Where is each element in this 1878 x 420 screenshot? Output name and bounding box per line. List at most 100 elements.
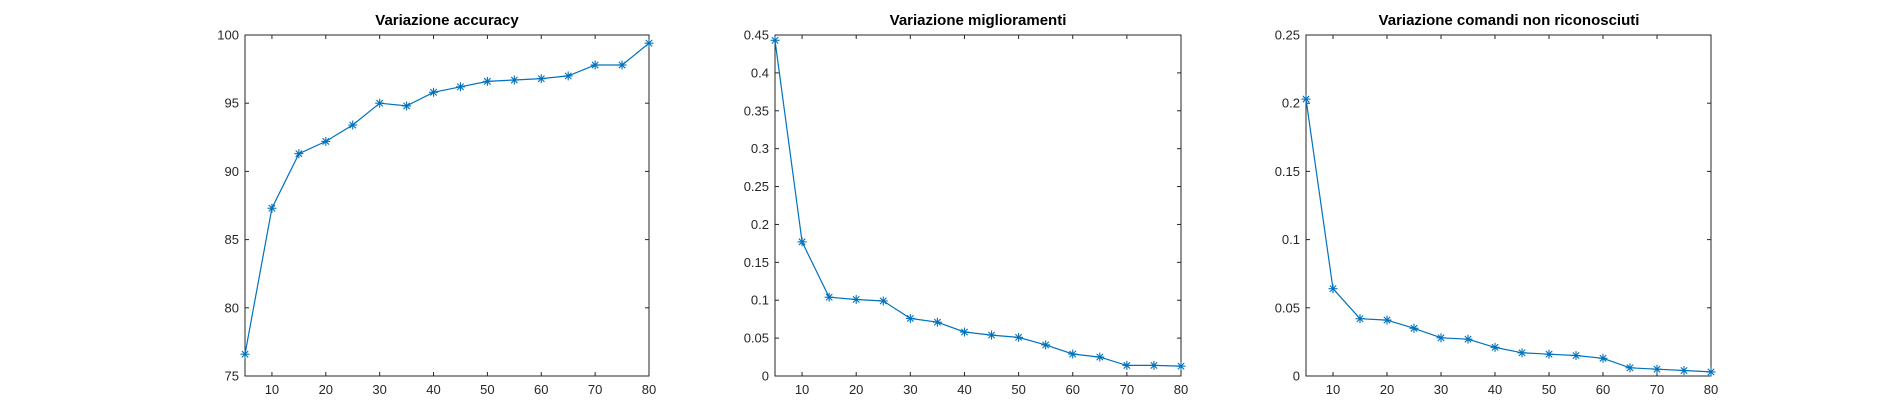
miglioramenti-data-point bbox=[1122, 360, 1132, 370]
comandi-ytick-label: 0.15 bbox=[1275, 164, 1300, 179]
miglioramenti-axes-box bbox=[774, 34, 1182, 377]
accuracy-xtick-label: 30 bbox=[372, 382, 386, 397]
miglioramenti-ytick-label: 0.3 bbox=[751, 141, 769, 156]
accuracy-data-point bbox=[644, 38, 654, 48]
miglioramenti-data-point bbox=[959, 327, 969, 337]
miglioramenti-ytick-label: 0.15 bbox=[744, 255, 769, 270]
miglioramenti-data-point bbox=[1176, 361, 1186, 371]
comandi-data-point bbox=[1490, 342, 1500, 352]
comandi-data-point bbox=[1544, 349, 1554, 359]
accuracy-data-point bbox=[455, 82, 465, 92]
accuracy-data-point bbox=[590, 60, 600, 70]
accuracy-xtick-label: 70 bbox=[588, 382, 602, 397]
miglioramenti-data-point bbox=[987, 330, 997, 340]
accuracy-data-point bbox=[321, 136, 331, 146]
miglioramenti-ytick-label: 0.45 bbox=[744, 28, 769, 43]
comandi-ytick-label: 0 bbox=[1293, 369, 1300, 384]
accuracy-ytick-label: 90 bbox=[225, 164, 239, 179]
miglioramenti-xtick-label: 50 bbox=[1011, 382, 1025, 397]
miglioramenti-ytick-label: 0.05 bbox=[744, 331, 769, 346]
comandi-xtick-label: 20 bbox=[1380, 382, 1394, 397]
comandi-data-point bbox=[1517, 348, 1527, 358]
comandi-data-point bbox=[1625, 363, 1635, 373]
accuracy-xtick-label: 50 bbox=[480, 382, 494, 397]
accuracy-data-point bbox=[294, 149, 304, 159]
comandi-ytick-label: 0.05 bbox=[1275, 300, 1300, 315]
subplot-accuracy: Variazione accuracy 10 20 30 40 50 60 70 80 75 80… bbox=[217, 12, 656, 397]
comandi-data-point bbox=[1301, 94, 1311, 104]
comandi-xtick-label: 60 bbox=[1596, 382, 1610, 397]
accuracy-xtick-label: 60 bbox=[534, 382, 548, 397]
comandi-data-point bbox=[1328, 284, 1338, 294]
miglioramenti-ytick-label: 0.35 bbox=[744, 103, 769, 118]
comandi-axes-box bbox=[1305, 34, 1712, 377]
comandi-series-line bbox=[1305, 99, 1712, 373]
accuracy-ytick-label: 100 bbox=[217, 28, 239, 43]
accuracy-data-point bbox=[375, 98, 385, 108]
miglioramenti-data-point bbox=[824, 292, 834, 302]
miglioramenti-data-point bbox=[905, 313, 915, 323]
subplot-accuracy-title: Variazione accuracy bbox=[375, 12, 519, 29]
accuracy-data-point bbox=[267, 203, 277, 213]
comandi-data-point bbox=[1382, 315, 1392, 325]
miglioramenti-ytick-label: 0.25 bbox=[744, 179, 769, 194]
miglioramenti-data-point bbox=[1095, 352, 1105, 362]
accuracy-data-point bbox=[348, 120, 358, 130]
miglioramenti-xtick-label: 70 bbox=[1120, 382, 1134, 397]
comandi-ytick-label: 0.25 bbox=[1275, 28, 1300, 43]
comandi-xtick-label: 70 bbox=[1650, 382, 1664, 397]
comandi-xtick-label: 50 bbox=[1542, 382, 1556, 397]
comandi-ytick-label: 0.2 bbox=[1282, 96, 1300, 111]
miglioramenti-data-point bbox=[1068, 349, 1078, 359]
comandi-data-point bbox=[1598, 353, 1608, 363]
miglioramenti-xtick-label: 80 bbox=[1174, 382, 1188, 397]
miglioramenti-xtick-label: 10 bbox=[795, 382, 809, 397]
comandi-xtick-label: 30 bbox=[1434, 382, 1448, 397]
accuracy-xtick-label: 20 bbox=[319, 382, 333, 397]
subplot-miglioramenti-title: Variazione miglioramenti bbox=[890, 12, 1067, 29]
comandi-ytick-label: 0.1 bbox=[1282, 232, 1300, 247]
miglioramenti-series-line bbox=[774, 40, 1182, 367]
accuracy-series-line bbox=[244, 42, 650, 355]
accuracy-ytick-label: 75 bbox=[225, 369, 239, 384]
miglioramenti-xtick-label: 30 bbox=[903, 382, 917, 397]
miglioramenti-data-point bbox=[878, 296, 888, 306]
comandi-data-point bbox=[1706, 367, 1716, 377]
comandi-xtick-label: 40 bbox=[1488, 382, 1502, 397]
miglioramenti-ytick-label: 0.4 bbox=[751, 65, 769, 80]
comandi-xtick-label: 10 bbox=[1326, 382, 1340, 397]
accuracy-ytick-label: 95 bbox=[225, 96, 239, 111]
miglioramenti-data-point bbox=[1149, 360, 1159, 370]
miglioramenti-data-point bbox=[932, 317, 942, 327]
miglioramenti-ytick-label: 0.2 bbox=[751, 217, 769, 232]
accuracy-data-point bbox=[536, 74, 546, 84]
accuracy-xtick-label: 80 bbox=[642, 382, 656, 397]
comandi-data-point bbox=[1571, 351, 1581, 361]
miglioramenti-xtick-label: 40 bbox=[957, 382, 971, 397]
accuracy-data-point bbox=[617, 60, 627, 70]
miglioramenti-data-point bbox=[1014, 332, 1024, 342]
accuracy-data-point bbox=[563, 71, 573, 81]
comandi-data-point bbox=[1355, 314, 1365, 324]
accuracy-data-point bbox=[402, 101, 412, 111]
subplot-miglioramenti: Variazione miglioramenti 10 20 30 40 50 60 70 8… bbox=[744, 12, 1189, 397]
accuracy-axes-box bbox=[244, 34, 650, 377]
miglioramenti-data-point bbox=[797, 237, 807, 247]
accuracy-data-point bbox=[240, 349, 250, 359]
accuracy-xtick-label: 40 bbox=[426, 382, 440, 397]
accuracy-xtick-label: 10 bbox=[265, 382, 279, 397]
accuracy-data-point bbox=[509, 75, 519, 85]
subplot-comandi: Variazione comandi non riconosciuti 10 20… bbox=[1275, 12, 1719, 397]
comandi-data-point bbox=[1463, 334, 1473, 344]
miglioramenti-ytick-label: 0 bbox=[762, 369, 769, 384]
comandi-data-point bbox=[1436, 333, 1446, 343]
comandi-data-point bbox=[1409, 323, 1419, 333]
miglioramenti-data-point bbox=[770, 35, 780, 45]
miglioramenti-data-point bbox=[1041, 340, 1051, 350]
miglioramenti-data-point bbox=[851, 294, 861, 304]
accuracy-ytick-label: 85 bbox=[225, 232, 239, 247]
accuracy-ytick-label: 80 bbox=[225, 300, 239, 315]
subplot-comandi-title: Variazione comandi non riconosciuti bbox=[1379, 12, 1640, 29]
comandi-xtick-label: 80 bbox=[1704, 382, 1718, 397]
accuracy-data-point bbox=[429, 87, 439, 97]
